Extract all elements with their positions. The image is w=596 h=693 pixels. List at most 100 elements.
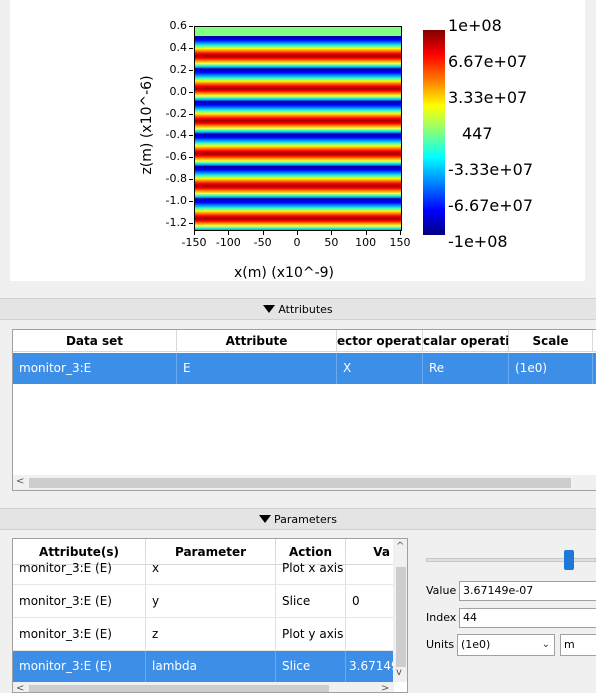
parameter-slider-handle[interactable] [563, 550, 574, 570]
column-header-dataset[interactable]: Data set [13, 330, 177, 351]
x-tick-label: 100 [355, 236, 377, 249]
y-tick-label: -0.2 [165, 106, 187, 120]
parameters-vertical-scrollbar[interactable]: ^ v [393, 539, 407, 682]
parameters-table: Attribute(s) Parameter Action Va monitor… [12, 538, 408, 693]
column-header-attribute[interactable]: Attribute [177, 330, 337, 351]
units-label: Units [426, 638, 455, 651]
field-band [194, 166, 402, 199]
y-tick-label: -0.8 [165, 172, 187, 186]
field-band [194, 68, 402, 102]
cell-parameter: y [146, 585, 276, 617]
x-tick-label: 0 [293, 236, 301, 249]
x-axis-label: x(m) (x10^-9) [234, 265, 335, 281]
scroll-left-icon[interactable]: < [16, 476, 25, 487]
y-tick-mark [189, 47, 193, 49]
colorbar-tick-label: -1e+08 [448, 232, 508, 251]
scroll-left-icon[interactable]: < [16, 683, 25, 693]
cell-value: 0 [352, 594, 360, 608]
table-row[interactable]: monitor_3:E E X Re (1e0) [13, 353, 596, 384]
attributes-table-header: Data set Attribute ector operatic calar … [13, 330, 596, 352]
parameters-table-header: Attribute(s) Parameter Action Va [13, 539, 394, 565]
attributes-section-header[interactable]: Attributes [0, 298, 596, 320]
parameters-section-title: Parameters [274, 512, 337, 526]
x-tick-label: -50 [253, 236, 272, 249]
cell-parameter: x [146, 557, 276, 584]
x-tick-mark [331, 231, 333, 235]
scroll-right-icon[interactable]: > [381, 683, 390, 693]
cell-value: 3.67149e [349, 659, 394, 673]
table-row[interactable]: monitor_3:E (E) lambda Slice 3.67149e [13, 651, 394, 682]
cell-action: Slice [276, 585, 346, 617]
table-row[interactable]: monitor_3:E (E) x Plot x axis [13, 557, 394, 585]
y-tick-mark [189, 91, 193, 93]
cell-scale: (1e0) [509, 353, 593, 384]
column-header-attributes[interactable]: Attribute(s) [13, 539, 146, 564]
units-unit-field[interactable]: m [560, 634, 596, 656]
y-tick-mark [189, 223, 193, 224]
y-tick-mark [189, 157, 193, 159]
cell-vector-operation: X [337, 353, 423, 384]
colorbar-tick-label: -6.67e+07 [448, 196, 534, 215]
y-axis-label: z(m) (x10^-6) [139, 75, 155, 175]
index-field[interactable]: 44 [459, 608, 596, 628]
field-band [194, 101, 402, 134]
y-tick-mark [189, 113, 193, 115]
column-header-scale[interactable]: Scale [509, 330, 593, 351]
scrollbar-thumb[interactable] [396, 567, 406, 667]
y-tick-label: 0.6 [169, 19, 188, 32]
scroll-up-icon[interactable]: ^ [396, 541, 405, 552]
cell-dataset: monitor_3:E [13, 353, 177, 384]
cell-action: Plot y axis [276, 618, 346, 650]
column-header-parameter[interactable]: Parameter [146, 539, 276, 564]
x-tick-label: -150 [181, 236, 207, 249]
cell-parameter: lambda [146, 651, 276, 682]
y-tick-mark [189, 201, 193, 203]
cell-scalar-operation: Re [423, 353, 509, 384]
cell-attributes: monitor_3:E (E) [13, 557, 146, 584]
table-row[interactable]: monitor_3:E (E) y Slice 0 [13, 585, 394, 618]
x-tick-mark [365, 231, 367, 235]
collapse-triangle-icon [263, 305, 276, 313]
field-band [194, 36, 402, 69]
cell-attributes: monitor_3:E (E) [13, 618, 146, 650]
parameters-section-header[interactable]: Parameters [0, 508, 596, 530]
parameters-horizontal-scrollbar[interactable]: < > [13, 682, 394, 693]
plot-frame [194, 26, 402, 231]
cell-value [346, 618, 394, 650]
y-tick-label: -1.0 [165, 194, 187, 208]
y-tick-mark [189, 135, 193, 137]
column-header-value[interactable]: Va [373, 545, 390, 559]
units-scale-select[interactable]: (1e0) ⌄ [457, 634, 555, 656]
x-tick-label: 150 [389, 236, 411, 249]
chevron-down-icon: ⌄ [541, 639, 550, 650]
x-tick-mark [297, 231, 298, 235]
cell-attributes: monitor_3:E (E) [13, 585, 146, 617]
colorbar [423, 30, 445, 235]
table-row[interactable]: monitor_3:E (E) z Plot y axis [13, 618, 394, 651]
scrollbar-thumb[interactable] [29, 685, 329, 692]
index-label: Index [426, 611, 457, 624]
attributes-horizontal-scrollbar[interactable]: < [13, 475, 596, 490]
x-tick-mark [262, 231, 264, 235]
column-header-vector-operation[interactable]: ector operatic [337, 330, 423, 351]
scrollbar-thumb[interactable] [29, 478, 571, 488]
y-tick-label: -1.2 [165, 216, 187, 229]
colorbar-tick-label: 6.67e+07 [448, 52, 528, 71]
y-tick-mark [189, 179, 193, 181]
parameter-controls-panel: Value 3.67149e-07 Index 44 Units (1e0) ⌄… [416, 538, 596, 693]
x-tick-mark [400, 231, 401, 235]
value-label: Value [426, 584, 457, 597]
x-tick-label: -100 [215, 236, 241, 249]
value-field[interactable]: 3.67149e-07 [459, 581, 596, 601]
y-tick-mark [189, 26, 193, 27]
x-tick-mark [228, 231, 230, 235]
column-header-action[interactable]: Action [276, 539, 346, 564]
y-tick-label: -0.6 [165, 150, 187, 164]
x-tick-label: 50 [324, 236, 339, 249]
scroll-down-icon[interactable]: v [396, 667, 402, 678]
cell-action: Plot x axis [276, 557, 346, 584]
x-tick-mark [194, 231, 195, 235]
attributes-table: Data set Attribute ector operatic calar … [12, 329, 596, 491]
y-tick-label: -0.4 [165, 128, 187, 142]
column-header-scalar-operation[interactable]: calar operatio [423, 330, 509, 351]
